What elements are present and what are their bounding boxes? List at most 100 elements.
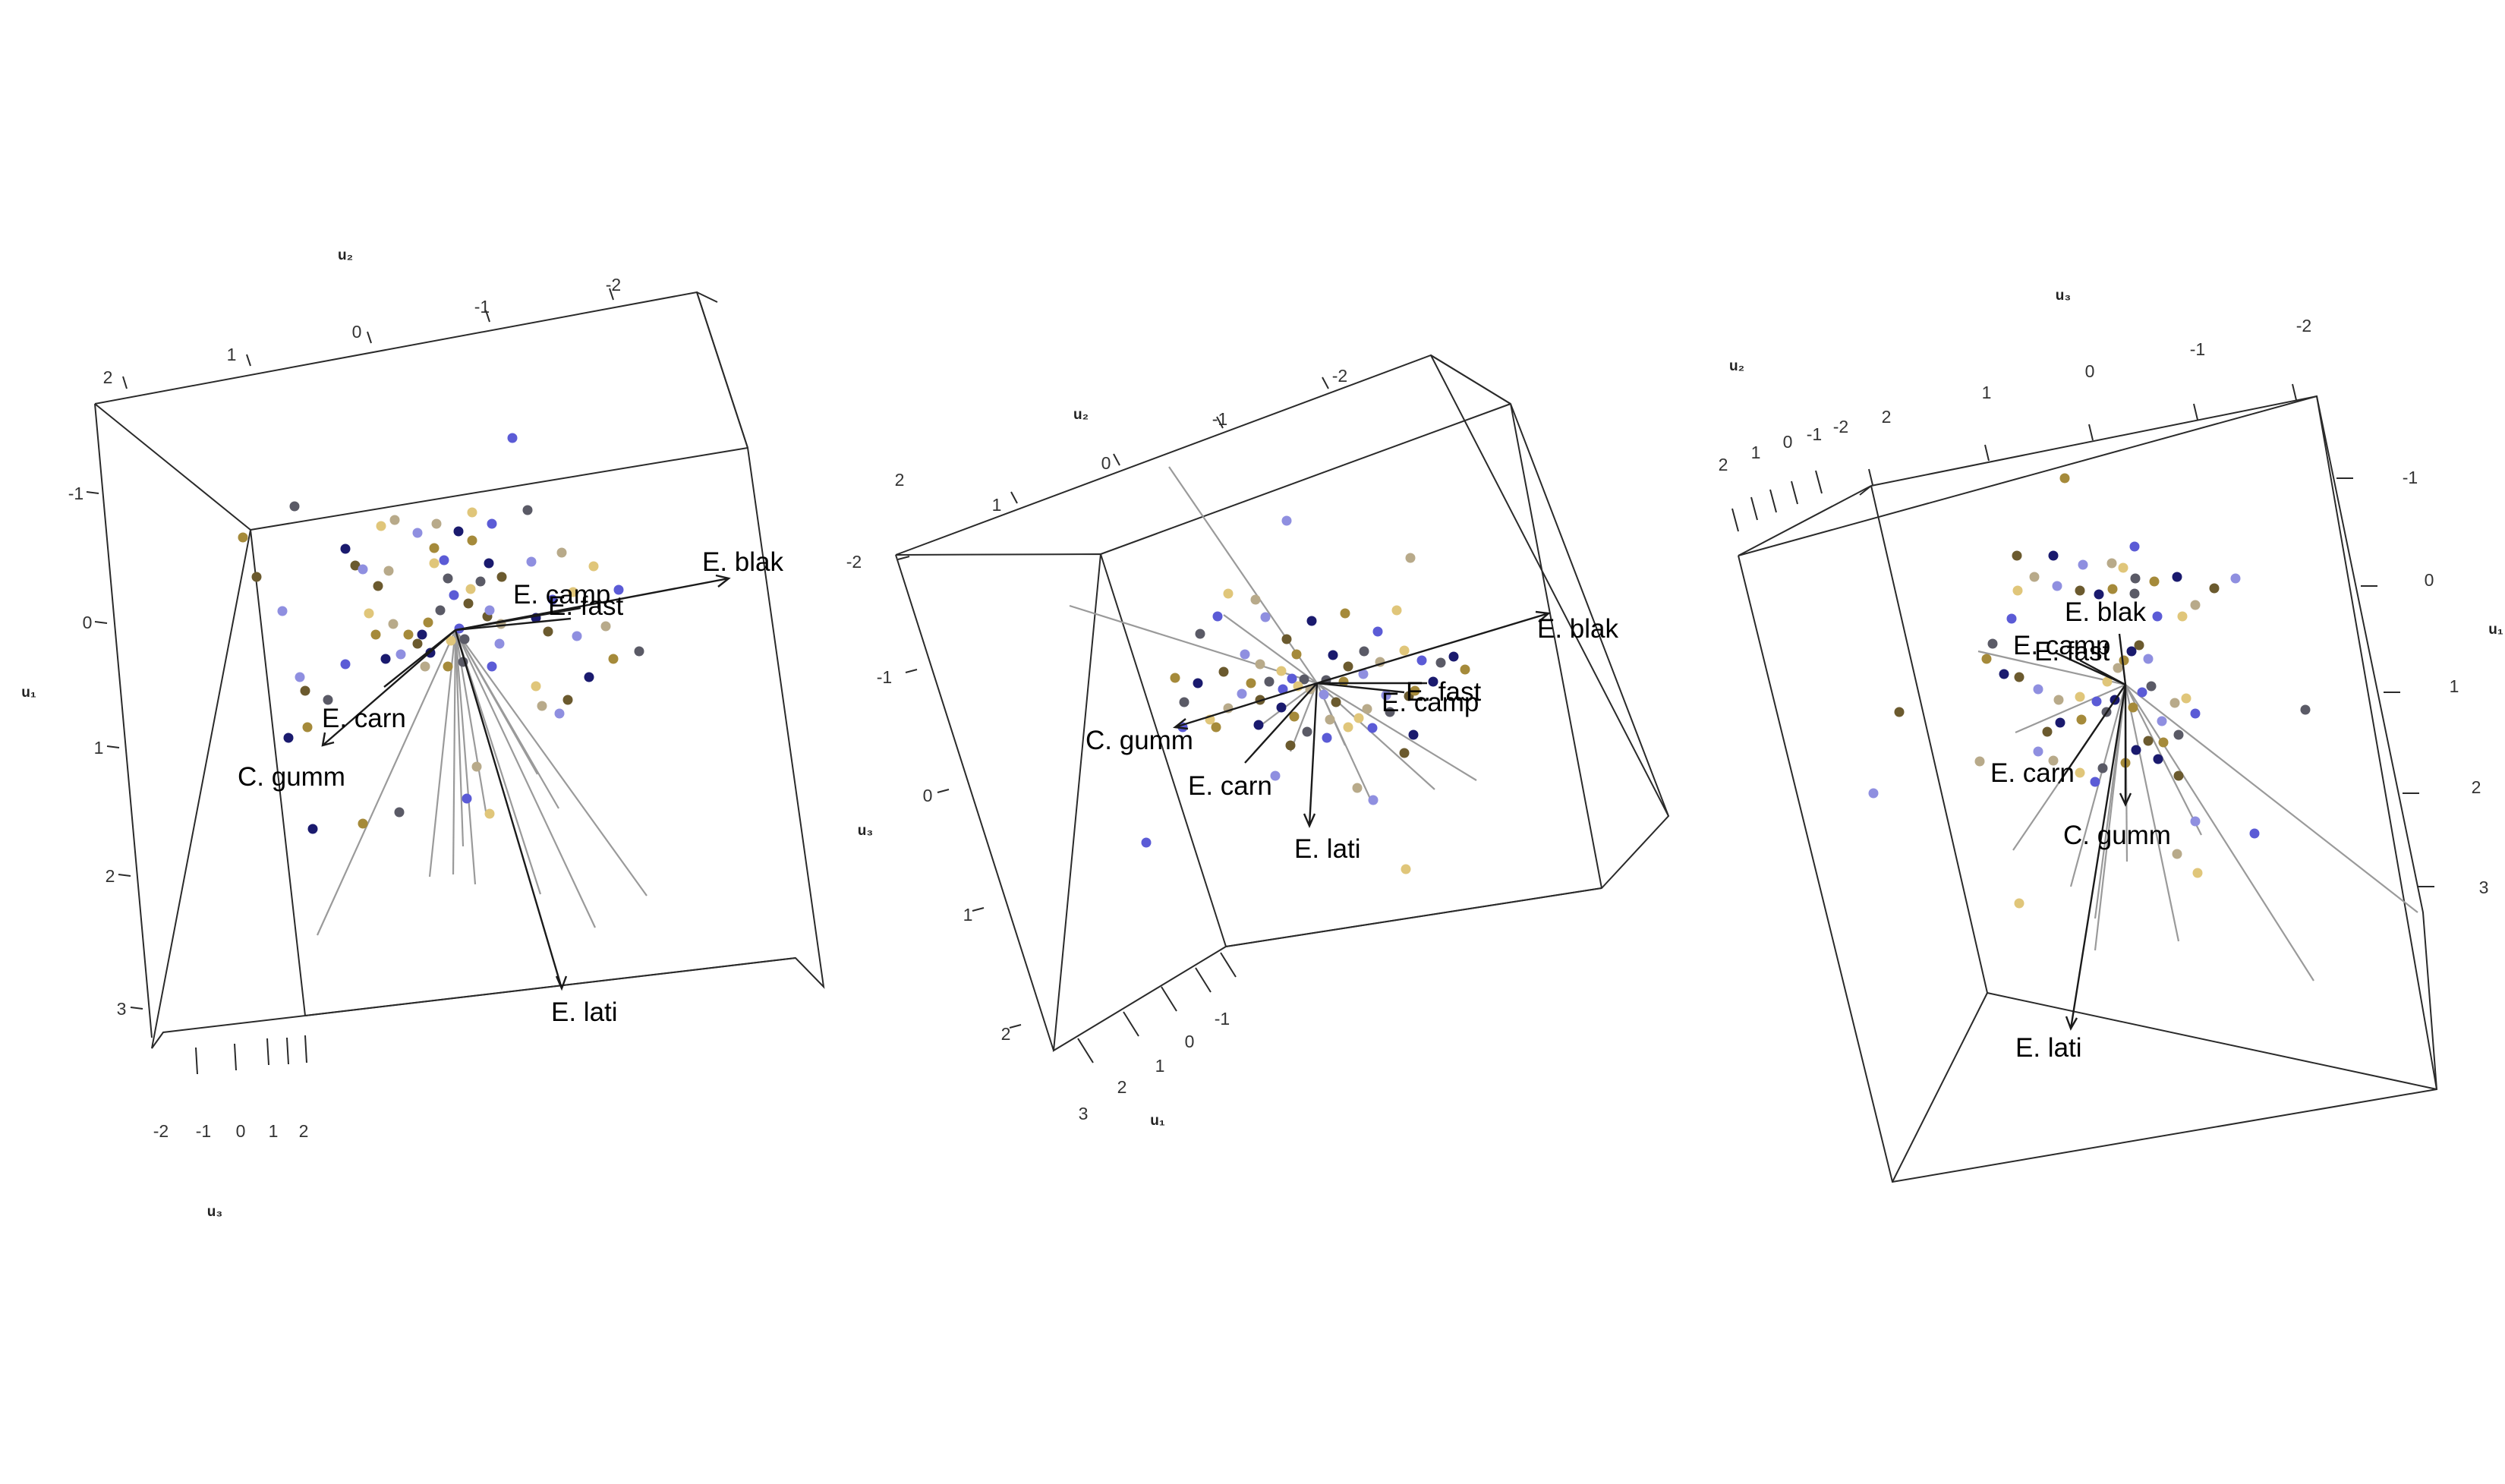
scatter-point [2128,702,2138,713]
scatter-point [2029,572,2040,582]
scatter-point [2158,737,2169,748]
p2-label-e-carn: E. carn [1188,771,1272,801]
scatter-point [251,572,262,582]
p1-u2-tick: -1 [474,297,490,317]
loading-spoke [428,629,457,877]
scatter-point [1291,649,1302,660]
scatter-point [588,561,599,572]
scatter-point [2012,585,2023,596]
scatter-point [2129,588,2140,599]
panel-3-vector-labels: E. blak E. camp E. fast E. carn C. gumm … [1990,597,2171,1063]
scatter-point [1322,733,1332,743]
panel-3-points [1868,473,2311,909]
scatter-point [443,661,453,672]
scatter-point [1338,676,1349,687]
scatter-point [1868,788,1879,799]
p2-u2-axis-label: u₂ [1073,407,1089,423]
scatter-point [431,518,442,529]
scatter-point [429,558,440,569]
scatter-point [1287,673,1297,684]
panel-2-box [895,354,1670,1052]
scatter-point [1974,756,1985,767]
scatter-point [1250,594,1261,605]
scatter-point [412,638,423,649]
vector-e-blak [2118,633,2127,685]
scatter-point [439,555,449,566]
loading-spoke [1316,682,1477,781]
p3-u1-tick: -1 [2403,468,2418,487]
p1-u2-tick: -2 [606,275,621,295]
scatter-point [1410,685,1420,696]
scatter-point [1340,608,1350,619]
scatter-point [1999,669,2009,679]
scatter-point [463,598,474,609]
p1-u3-tick: 1 [269,1121,279,1141]
loading-spoke [454,629,477,885]
scatter-point [1401,864,1411,874]
p2-u1-tick: 3 [1079,1104,1089,1123]
scatter-point [2076,714,2087,725]
p1-u2-tick: 0 [352,322,362,342]
scatter-point [1211,722,1221,733]
scatter-point [1372,626,1383,637]
p2-u2-tick: -1 [1212,409,1227,429]
scatter-point [2059,473,2070,484]
loading-spoke [454,629,465,847]
scatter-point [323,695,333,705]
scatter-point [537,701,547,711]
scatter-point [423,617,433,628]
scatter-point [584,672,594,682]
scatter-point [1399,645,1410,656]
vector-e-camp [1316,682,1405,694]
scatter-point [1270,770,1281,781]
loading-spoke [1977,650,2126,686]
scatter-point [1193,678,1203,688]
loading-spoke [455,629,596,928]
scatter-point [1359,646,1369,657]
p1-u1-axis-label: u₁ [21,685,36,701]
scatter-point [2053,695,2064,705]
p3-label-e-fast: E. fast [2034,637,2110,666]
scatter-point [1253,720,1264,730]
scatter-point [380,654,391,664]
scatter-point [484,605,495,616]
scatter-point [2181,693,2191,704]
scatter-point [295,672,305,682]
panel-3-spokes [1977,650,2418,981]
panel-3-box [1738,395,2438,1183]
scatter-point [2075,585,2085,596]
scatter-point [484,558,494,569]
scatter-point [2075,692,2085,702]
scatter-point [2102,676,2113,687]
p1-label-e-carn: E. carn [322,704,406,733]
scatter-point [1391,605,1402,616]
scatter-point [453,526,464,537]
panel-3: 2 1 0 -1 -2 u₃ 2 1 0 -1 -2 u₂ -1 0 1 2 3… [1719,288,2503,1183]
scatter-point [507,433,518,443]
scatter-point [2172,849,2182,859]
loading-spoke [455,629,648,896]
scatter-point [2113,663,2123,673]
loading-spoke [2125,684,2314,981]
scatter-point [302,722,313,733]
p3-u3-tick: 0 [2085,361,2095,381]
scatter-point [600,621,611,632]
scatter-point [2169,698,2180,708]
scatter-point [2149,576,2160,587]
scatter-point [1306,616,1317,626]
p1-label-e-fast: E. fast [548,591,623,621]
loading-spoke [1223,614,1318,684]
p1-u1-tick: 0 [83,613,93,632]
p1-u3-tick: 2 [299,1121,309,1141]
scatter-point [1212,611,1223,622]
scatter-point [1408,729,1419,740]
p2-u2-tick: 0 [1101,453,1111,473]
scatter-point [2173,770,2184,781]
scatter-point [340,659,351,670]
scatter-point [1385,707,1395,717]
scatter-point [487,518,497,529]
loading-spoke [452,629,457,875]
scatter-point [2190,600,2201,610]
scatter-point [383,566,394,576]
